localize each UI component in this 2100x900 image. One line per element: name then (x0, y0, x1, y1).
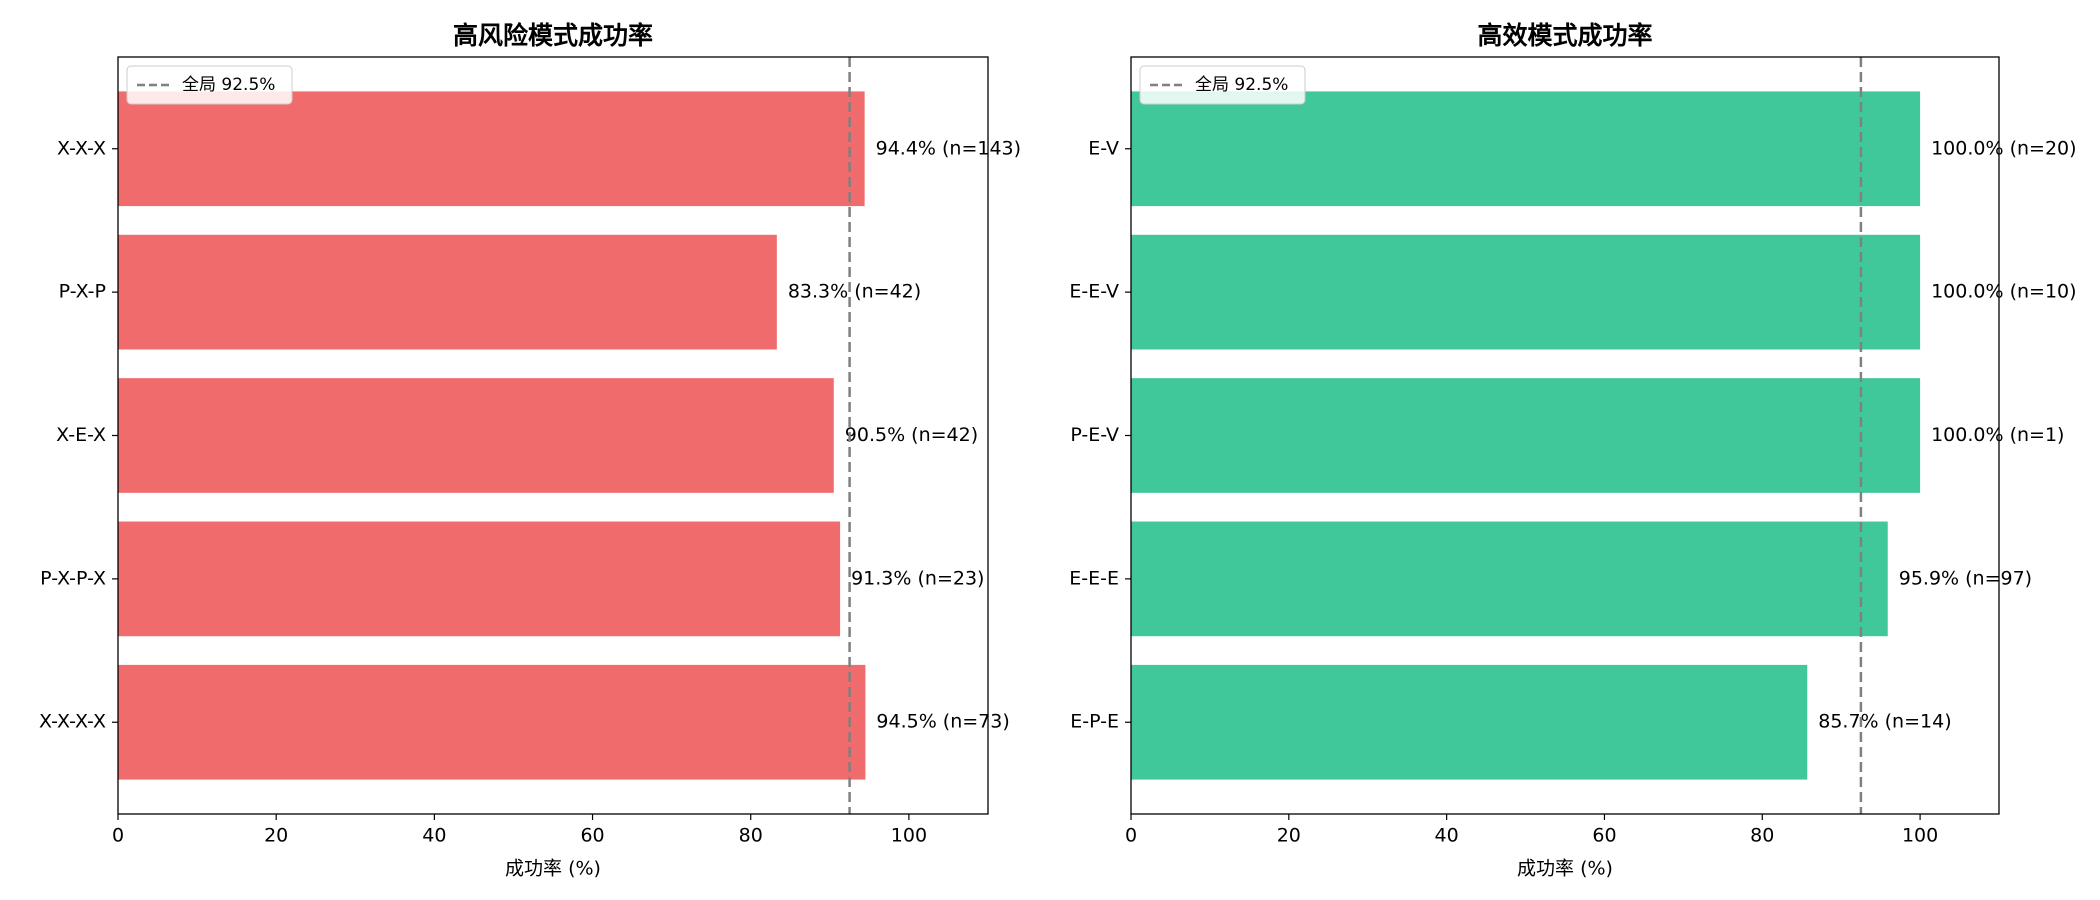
value-label: 90.5% (n=42) (845, 424, 978, 446)
legend-box (126, 65, 293, 105)
chart-title: 高效模式成功率 (1477, 21, 1652, 50)
y-tick-label: X-X-X (57, 137, 106, 159)
x-tick-label: 20 (1277, 825, 1301, 847)
legend-box (1139, 65, 1306, 105)
bar (118, 91, 865, 207)
x-tick-label: 100 (891, 825, 927, 847)
y-tick-label: X-E-X (56, 424, 106, 446)
x-tick-label: 0 (1125, 825, 1137, 847)
y-tick-label: E-P-E (1070, 711, 1119, 733)
value-label: 100.0% (n=10) (1931, 281, 2076, 303)
y-tick-label: P-X-P-X (40, 567, 106, 589)
legend-label: 全局 92.5% (182, 75, 275, 95)
chart-title: 高风险模式成功率 (453, 21, 653, 50)
x-tick-label: 80 (1750, 825, 1774, 847)
x-tick-label: 20 (264, 825, 288, 847)
y-tick-label: P-X-P (59, 281, 106, 303)
value-label: 100.0% (n=1) (1931, 424, 2064, 446)
bar (118, 521, 841, 637)
value-label: 100.0% (n=20) (1931, 137, 2076, 159)
plot-frame (117, 56, 989, 815)
x-tick-label: 60 (1592, 825, 1616, 847)
value-label: 83.3% (n=42) (788, 281, 921, 303)
value-label: 94.4% (n=143) (876, 137, 1021, 159)
x-tick-label: 40 (1435, 825, 1459, 847)
legend-label: 全局 92.5% (1195, 75, 1288, 95)
y-tick-label: X-X-X-X (39, 711, 106, 733)
bar (118, 664, 866, 780)
y-tick-label: E-V (1088, 137, 1119, 159)
bar (118, 234, 777, 350)
y-tick-label: P-E-V (1070, 424, 1119, 446)
bar (118, 378, 834, 493)
bar (1131, 521, 1888, 637)
y-tick-label: E-E-V (1069, 281, 1119, 303)
subplot: 高风险模式成功率 94.4% (n=143) X-X-X 83.3% (n=42) P-… (39, 21, 1021, 880)
bar (1131, 378, 1921, 493)
x-tick-label: 0 (112, 825, 124, 847)
bar (1131, 234, 1921, 350)
x-tick-label: 100 (1902, 825, 1938, 847)
value-label: 94.5% (n=73) (876, 711, 1009, 733)
y-tick-label: E-E-E (1069, 567, 1119, 589)
x-axis-label: 成功率 (%) (1517, 858, 1613, 880)
bar (1131, 91, 1921, 207)
value-label: 91.3% (n=23) (851, 567, 984, 589)
x-tick-label: 60 (580, 825, 604, 847)
bar (1131, 664, 1808, 780)
value-label: 85.7% (n=14) (1818, 711, 1951, 733)
value-label: 95.9% (n=97) (1899, 567, 2032, 589)
x-tick-label: 40 (422, 825, 446, 847)
subplot: 高效模式成功率 100.0% (n=20) E-V 100.0% (n=10) E-E-… (1069, 21, 2076, 880)
x-axis-label: 成功率 (%) (505, 858, 601, 880)
plot-frame (1130, 56, 2000, 815)
x-tick-label: 80 (739, 825, 763, 847)
